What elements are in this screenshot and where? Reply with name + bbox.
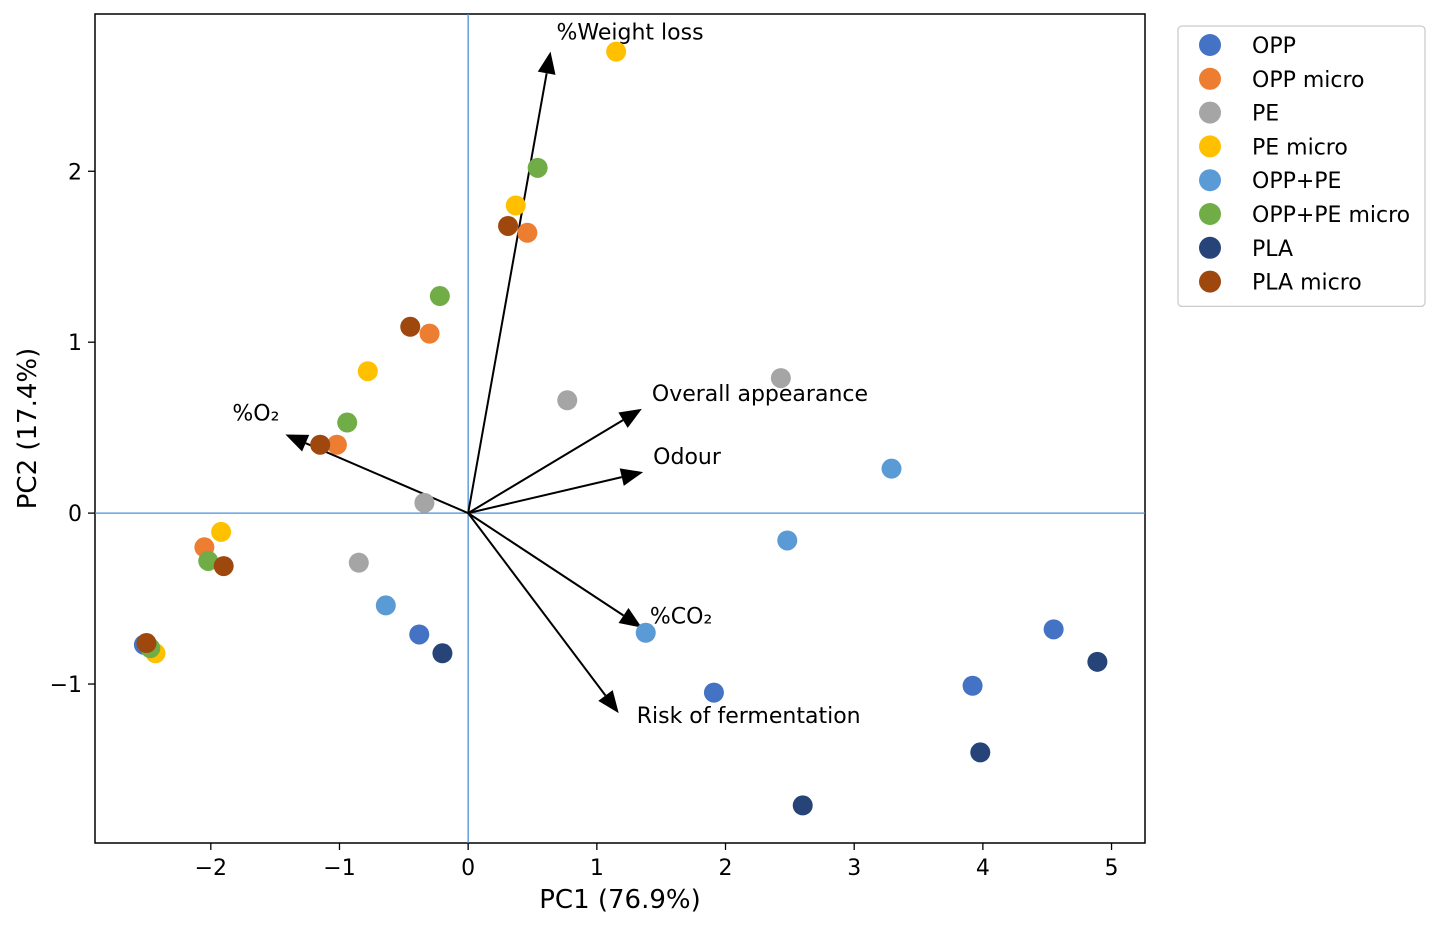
plot-frame <box>94 13 1146 844</box>
loading-label: Odour <box>653 445 722 470</box>
data-point <box>419 323 440 344</box>
legend-marker <box>1199 34 1221 56</box>
legend: OPP OPP micro PE PE micro OPP+PE OPP+PE micro… <box>1177 25 1426 308</box>
data-point <box>792 795 813 816</box>
data-point <box>414 492 435 513</box>
data-point <box>962 675 983 696</box>
data-point <box>557 390 578 411</box>
data-point <box>777 530 798 551</box>
y-axis-title: PC2 (17.4%) <box>13 348 43 510</box>
loading-label: %CO₂ <box>650 605 712 630</box>
legend-marker <box>1199 67 1221 90</box>
loading-arrow-head <box>285 434 310 452</box>
axes: −2 −1 0 1 2 3 4 5 −1 0 1 2 PC1 (76.9%) PC2 (17.4%) <box>13 160 1119 915</box>
legend-marker <box>1199 270 1221 293</box>
y-tick-label: 1 <box>68 331 82 356</box>
x-tick-label: 3 <box>847 856 861 881</box>
data-point <box>310 434 331 455</box>
data-point <box>703 682 724 703</box>
reference-lines <box>95 14 1145 843</box>
x-tick-label: −1 <box>323 856 355 881</box>
y-tick-label: 0 <box>68 502 82 527</box>
data-point <box>375 595 396 616</box>
legend-label: OPP+PE <box>1252 169 1341 194</box>
loading-label: %Weight loss <box>557 21 704 46</box>
loading-arrow-head <box>618 608 642 628</box>
legend-label: PLA <box>1252 237 1293 262</box>
legend-label: OPP+PE micro <box>1252 203 1410 228</box>
data-point <box>498 215 519 236</box>
loading-arrow-head <box>537 51 556 75</box>
data-point <box>198 550 219 571</box>
legend-marker <box>1199 135 1221 158</box>
legend-marker <box>1199 169 1221 192</box>
loading-arrow-shaft <box>305 442 469 515</box>
x-tick-label: 0 <box>461 856 475 881</box>
data-point <box>1087 651 1108 672</box>
x-tick-label: 1 <box>590 856 604 881</box>
data-point <box>400 316 421 337</box>
y-tick-label: 2 <box>68 160 82 185</box>
legend-marker <box>1199 236 1221 259</box>
data-point <box>326 434 347 455</box>
loading-arrow-head <box>619 468 644 486</box>
x-tick-label: −2 <box>195 856 227 881</box>
loading-arrow-shaft <box>467 512 625 617</box>
data-points <box>133 41 1108 816</box>
data-point <box>409 624 430 645</box>
data-point <box>348 552 369 573</box>
data-point <box>606 41 627 62</box>
legend-label: PE <box>1252 102 1279 127</box>
data-point <box>1043 619 1064 640</box>
loading-label: Risk of fermentation <box>637 704 861 729</box>
loading-label: %O₂ <box>232 401 279 426</box>
loading-arrow-shaft <box>467 476 622 515</box>
loading-arrow-head <box>598 690 619 714</box>
legend-label: PE micro <box>1252 135 1348 160</box>
legend-box <box>1177 25 1426 308</box>
x-tick-label: 4 <box>976 856 990 881</box>
data-point <box>517 222 538 243</box>
data-point <box>357 361 378 382</box>
data-point <box>429 286 450 307</box>
loading-arrow-shaft <box>467 73 548 514</box>
x-tick-label: 2 <box>719 856 733 881</box>
x-axis-title: PC1 (76.9%) <box>539 885 701 915</box>
loading-arrow-head <box>618 408 642 428</box>
data-point <box>211 521 232 542</box>
data-point <box>136 633 157 654</box>
loading-vectors: %Weight loss %O₂ Overall appearance Odour %C… <box>232 21 868 729</box>
data-point <box>337 412 358 433</box>
data-point <box>970 742 991 763</box>
plot-area <box>94 13 1146 844</box>
loading-label: Overall appearance <box>652 382 868 407</box>
data-point <box>770 368 791 389</box>
legend-marker <box>1199 101 1221 124</box>
data-point <box>881 458 902 479</box>
loading-arrow-shaft <box>467 512 607 697</box>
data-point <box>213 556 234 577</box>
data-point <box>527 157 548 178</box>
x-tick-label: 5 <box>1105 856 1119 881</box>
data-point <box>432 643 453 664</box>
data-point <box>505 195 526 216</box>
legend-label: OPP <box>1252 34 1296 59</box>
loading-arrow-shaft <box>467 419 624 514</box>
legend-label: PLA micro <box>1252 271 1362 296</box>
legend-label: OPP micro <box>1252 68 1365 93</box>
legend-marker <box>1199 203 1221 225</box>
data-point <box>635 622 656 643</box>
y-tick-label: −1 <box>50 673 82 698</box>
